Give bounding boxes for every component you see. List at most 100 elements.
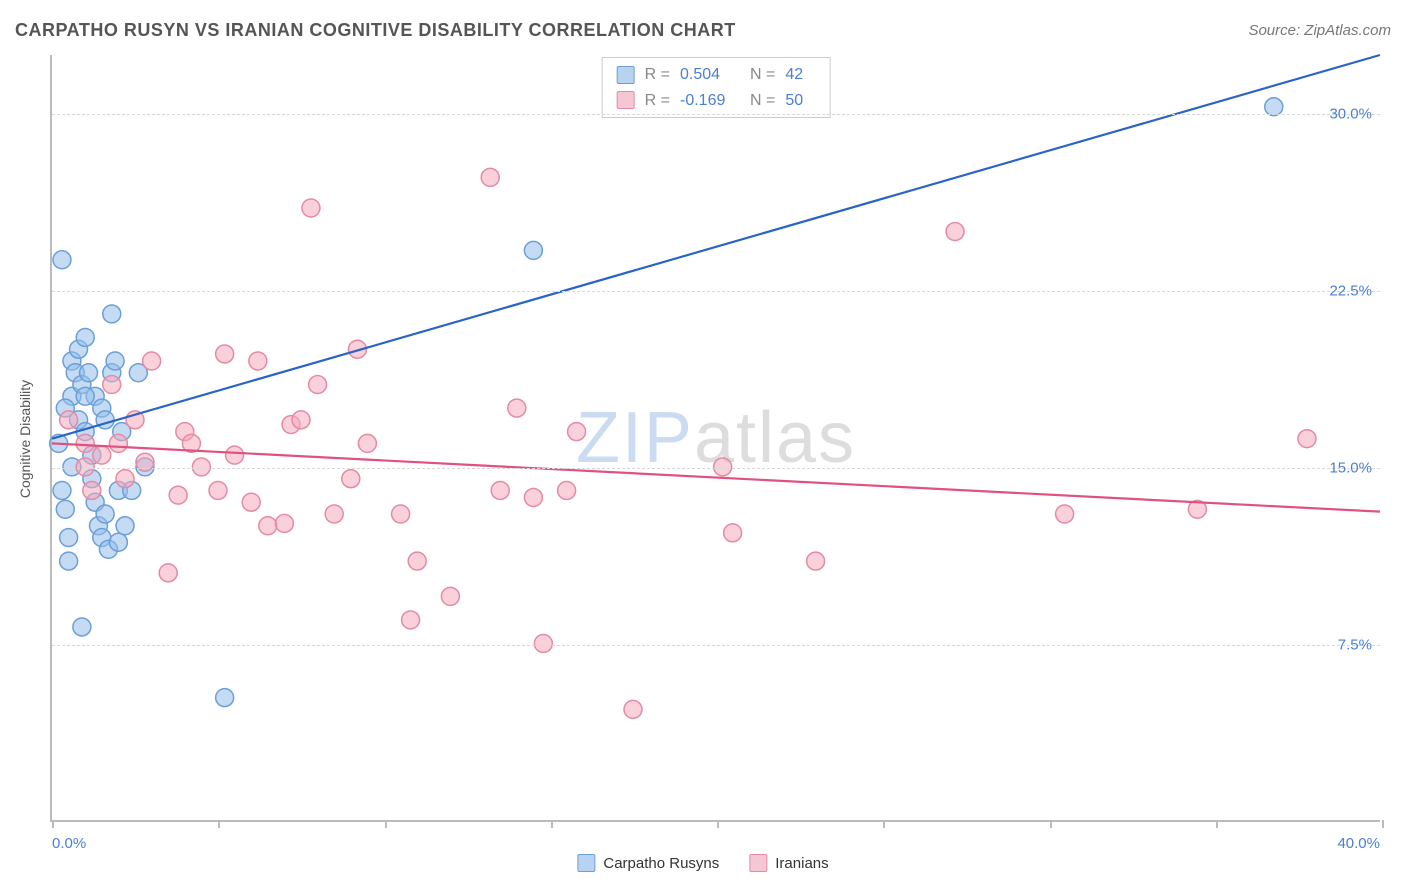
y-axis-label: Cognitive Disability <box>17 379 33 497</box>
data-point <box>624 700 642 718</box>
legend-label: Carpatho Rusyns <box>603 855 719 872</box>
stat-swatch <box>617 91 635 109</box>
gridline <box>52 645 1380 646</box>
data-point <box>106 352 124 370</box>
gridline <box>52 291 1380 292</box>
x-tick <box>385 820 387 828</box>
data-point <box>724 524 742 542</box>
data-point <box>302 199 320 217</box>
data-point <box>226 446 244 464</box>
y-tick-label: 30.0% <box>1329 106 1372 123</box>
data-point <box>76 458 94 476</box>
legend-item: Carpatho Rusyns <box>577 854 719 872</box>
n-label: N = <box>750 88 775 114</box>
r-value: 0.504 <box>680 62 740 88</box>
data-point <box>109 434 127 452</box>
data-point <box>76 387 94 405</box>
n-value: 42 <box>785 62 815 88</box>
data-point <box>103 305 121 323</box>
legend-swatch <box>577 854 595 872</box>
data-point <box>242 493 260 511</box>
data-point <box>249 352 267 370</box>
chart-plot-area: ZIPatlas R =0.504N =42R =-0.169N =50 0.0… <box>50 55 1380 822</box>
data-point <box>192 458 210 476</box>
legend-bottom: Carpatho Rusyns Iranians <box>577 854 828 872</box>
stat-swatch <box>617 66 635 84</box>
gridline <box>52 468 1380 469</box>
data-point <box>216 345 234 363</box>
legend-label: Iranians <box>775 855 828 872</box>
x-tick <box>1216 820 1218 828</box>
chart-title: CARPATHO RUSYN VS IRANIAN COGNITIVE DISA… <box>15 20 736 41</box>
data-point <box>946 223 964 241</box>
x-tick <box>218 820 220 828</box>
data-point <box>408 552 426 570</box>
data-point <box>524 489 542 507</box>
data-point <box>325 505 343 523</box>
data-point <box>1298 430 1316 448</box>
data-point <box>116 517 134 535</box>
stat-row: R = 0.504 N = 42 <box>617 62 816 88</box>
stat-row: R = -0.169 N = 50 <box>617 88 816 114</box>
data-point <box>524 241 542 259</box>
data-point <box>76 328 94 346</box>
r-label: R = <box>645 88 670 114</box>
legend-swatch <box>749 854 767 872</box>
n-label: N = <box>750 62 775 88</box>
x-tick-label-min: 0.0% <box>52 835 86 852</box>
data-point <box>209 481 227 499</box>
data-point <box>558 481 576 499</box>
data-point <box>1056 505 1074 523</box>
data-point <box>60 411 78 429</box>
data-point <box>392 505 410 523</box>
data-point <box>807 552 825 570</box>
data-point <box>73 618 91 636</box>
data-point <box>93 446 111 464</box>
x-tick <box>1382 820 1384 828</box>
n-value: 50 <box>785 88 815 114</box>
stat-legend-box: R = 0.504 N = 42 R = -0.169 N = 50 <box>602 57 831 118</box>
data-point <box>714 458 732 476</box>
data-point <box>60 529 78 547</box>
data-point <box>53 251 71 269</box>
y-tick-label: 15.0% <box>1329 460 1372 477</box>
x-tick-label-max: 40.0% <box>1337 835 1380 852</box>
x-tick <box>551 820 553 828</box>
scatter-svg <box>52 55 1380 820</box>
data-point <box>109 533 127 551</box>
data-point <box>159 564 177 582</box>
y-tick-label: 7.5% <box>1338 637 1372 654</box>
data-point <box>216 689 234 707</box>
x-tick <box>52 820 54 828</box>
data-point <box>508 399 526 417</box>
r-label: R = <box>645 62 670 88</box>
data-point <box>534 634 552 652</box>
source-label: Source: ZipAtlas.com <box>1248 22 1391 39</box>
data-point <box>143 352 161 370</box>
data-point <box>568 423 586 441</box>
data-point <box>56 500 74 518</box>
data-point <box>402 611 420 629</box>
data-point <box>358 434 376 452</box>
data-point <box>309 376 327 394</box>
data-point <box>116 470 134 488</box>
data-point <box>441 587 459 605</box>
data-point <box>481 168 499 186</box>
r-value: -0.169 <box>680 88 740 114</box>
x-tick <box>1050 820 1052 828</box>
legend-item: Iranians <box>749 854 828 872</box>
y-tick-label: 22.5% <box>1329 283 1372 300</box>
data-point <box>491 481 509 499</box>
data-point <box>292 411 310 429</box>
data-point <box>96 505 114 523</box>
data-point <box>342 470 360 488</box>
data-point <box>60 552 78 570</box>
x-tick <box>883 820 885 828</box>
x-tick <box>717 820 719 828</box>
data-point <box>76 434 94 452</box>
data-point <box>169 486 187 504</box>
data-point <box>259 517 277 535</box>
data-point <box>83 481 101 499</box>
data-point <box>80 364 98 382</box>
gridline <box>52 114 1380 115</box>
